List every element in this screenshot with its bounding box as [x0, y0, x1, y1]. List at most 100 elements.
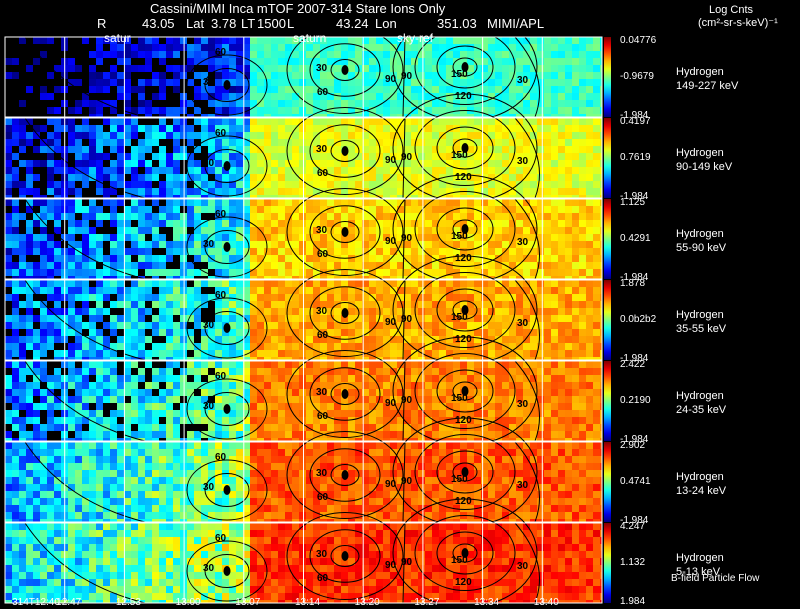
heatmap-cell — [530, 107, 537, 114]
heatmap-cell — [33, 248, 40, 255]
heatmap-cell — [138, 382, 145, 389]
heatmap-cell — [152, 410, 159, 417]
heatmap-cell — [509, 146, 516, 153]
heatmap-cell — [26, 174, 33, 181]
heatmap-cell — [579, 86, 586, 93]
contour-value-label: 90 — [401, 71, 413, 82]
heatmap-cell — [537, 234, 544, 241]
heatmap-cell — [26, 361, 33, 368]
heatmap-cell — [572, 125, 579, 132]
heatmap-cell — [19, 248, 26, 255]
heatmap-cell — [152, 389, 159, 396]
heatmap-cell — [285, 44, 292, 51]
heatmap-cell — [138, 213, 145, 220]
heatmap-cell — [54, 417, 61, 424]
heatmap-cell — [460, 160, 467, 167]
heatmap-cell — [523, 234, 530, 241]
heatmap-cell — [33, 294, 40, 301]
heatmap-cell — [159, 132, 166, 139]
heatmap-cell — [26, 139, 33, 146]
heatmap-cell — [362, 118, 369, 125]
heatmap-cell — [187, 329, 194, 336]
heatmap-cell — [173, 396, 180, 403]
heatmap-cell — [131, 153, 138, 160]
heatmap-cell — [523, 195, 530, 198]
heatmap-cell — [26, 114, 33, 117]
heatmap-cell — [299, 375, 306, 382]
heatmap-cell — [215, 255, 222, 262]
heatmap-cell — [152, 248, 159, 255]
heatmap-cell — [278, 37, 285, 44]
heatmap-cell — [404, 308, 411, 315]
heatmap-cell — [516, 174, 523, 181]
heatmap-cell — [467, 65, 474, 72]
heatmap-cell — [453, 336, 460, 343]
heatmap-cell — [12, 195, 19, 198]
heatmap-cell — [502, 276, 509, 279]
heatmap-cell — [313, 199, 320, 206]
heatmap-cell — [327, 227, 334, 234]
heatmap-cell — [271, 343, 278, 350]
heatmap-cell — [250, 153, 257, 160]
heatmap-cell — [537, 139, 544, 146]
contour-line — [452, 219, 478, 239]
heatmap-cell — [390, 213, 397, 220]
heatmap-cell — [481, 375, 488, 382]
heatmap-cell — [544, 181, 551, 188]
heatmap-cell — [159, 58, 166, 65]
heatmap-cell — [474, 308, 481, 315]
heatmap-cell — [166, 234, 173, 241]
heatmap-cell — [306, 410, 313, 417]
heatmap-cell — [12, 44, 19, 51]
heatmap-cell — [75, 65, 82, 72]
heatmap-cell — [145, 417, 152, 424]
heatmap-cell — [341, 44, 348, 51]
heatmap-cell — [530, 58, 537, 65]
heatmap-cell — [271, 350, 278, 357]
heatmap-cell — [537, 255, 544, 262]
heatmap-cell — [467, 146, 474, 153]
heatmap-cell — [446, 357, 453, 360]
heatmap-cell — [306, 389, 313, 396]
heatmap-cell — [586, 255, 593, 262]
heatmap-cell — [201, 44, 208, 51]
heatmap-cell — [75, 287, 82, 294]
heatmap-cell — [474, 195, 481, 198]
heatmap-cell — [117, 276, 124, 279]
heatmap-cell — [229, 118, 236, 125]
heatmap-cell — [110, 403, 117, 410]
heatmap-cell — [103, 146, 110, 153]
heatmap-cell — [89, 213, 96, 220]
heatmap-cell — [579, 308, 586, 315]
heatmap-cell — [551, 118, 558, 125]
heatmap-cell — [215, 410, 222, 417]
heatmap-cell — [348, 132, 355, 139]
heatmap-cell — [565, 132, 572, 139]
heatmap-cell — [124, 213, 131, 220]
heatmap-cell — [68, 51, 75, 58]
heatmap-cell — [488, 410, 495, 417]
heatmap-cell — [558, 269, 565, 276]
heatmap-cell — [292, 51, 299, 58]
heatmap-cell — [159, 125, 166, 132]
heatmap-cell — [110, 322, 117, 329]
heatmap-cell — [495, 287, 502, 294]
contour-line — [204, 230, 250, 264]
heatmap-cell — [47, 410, 54, 417]
heatmap-cell — [383, 350, 390, 357]
heatmap-cell — [411, 361, 418, 368]
heatmap-cell — [187, 315, 194, 322]
heatmap-cell — [215, 227, 222, 234]
heatmap-cell — [257, 357, 264, 360]
heatmap-cell — [75, 276, 82, 279]
heatmap-cell — [306, 375, 313, 382]
heatmap-cell — [12, 100, 19, 107]
heatmap-cell — [278, 107, 285, 114]
heatmap-cell — [600, 382, 602, 389]
heatmap-cell — [75, 118, 82, 125]
heatmap-cell — [327, 389, 334, 396]
heatmap-cell — [180, 118, 187, 125]
heatmap-cell — [117, 322, 124, 329]
heatmap-cell — [145, 308, 152, 315]
heatmap-cell — [12, 329, 19, 336]
